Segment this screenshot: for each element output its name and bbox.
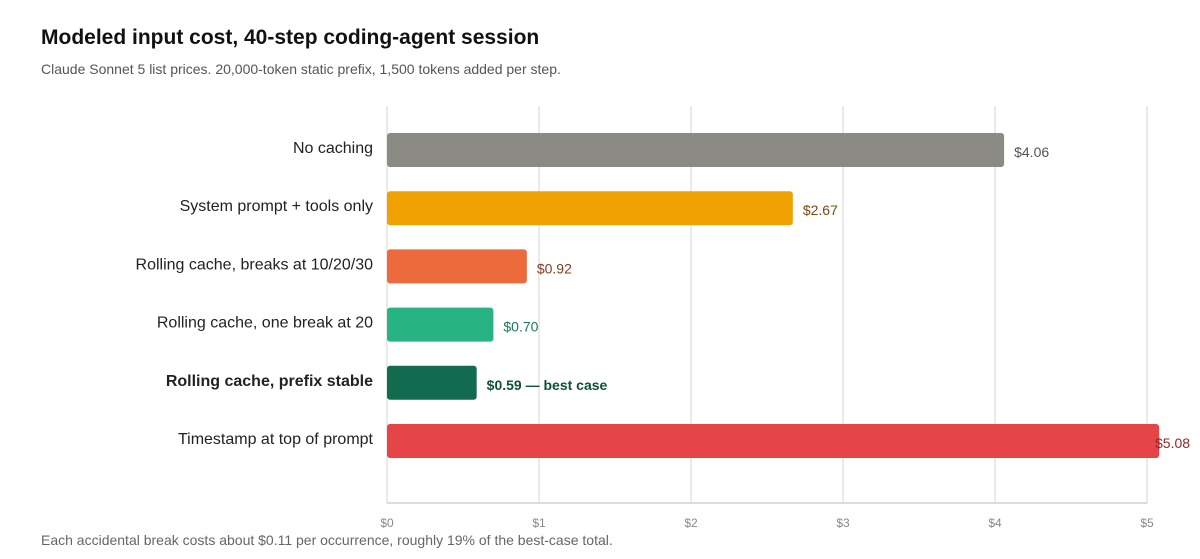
x-tick-label: $0 [380,516,394,530]
x-tick-label: $4 [988,516,1002,530]
bar [387,249,527,284]
data-label: $0.70 [503,319,538,335]
category-label: Rolling cache, one break at 20 [157,315,373,332]
category-label: System prompt + tools only [180,198,373,215]
chart-subtitle: Claude Sonnet 5 list prices. 20,000-toke… [41,61,561,77]
x-axis-ticks: $0 $1 $2 $3 $4 $5 [380,516,1154,530]
bar [387,191,793,226]
category-labels: No caching System prompt + tools only Roll… [136,140,374,448]
data-label: $4.06 [1014,144,1049,160]
x-tick-label: $2 [684,516,698,530]
x-tick-label: $1 [532,516,546,530]
x-tick-label: $5 [1140,516,1154,530]
bar [387,424,1160,458]
chart-title: Modeled input cost, 40-step coding-agent… [41,26,540,49]
category-label: Rolling cache, breaks at 10/20/30 [136,256,374,273]
data-label: $0.92 [537,260,572,276]
data-label: $5.08 [1155,435,1190,451]
category-label: No caching [293,140,373,157]
chart-footnote: Each accidental break costs about $0.11 … [41,532,613,548]
data-label: $0.59 — best case [487,377,608,393]
category-label: Rolling cache, prefix stable [166,373,373,390]
category-label: Timestamp at top of prompt [178,431,374,448]
value-labels: $4.06 $2.67 $0.92 $0.70 $0.59 — best case $5.… [487,144,1191,451]
bar [387,365,477,400]
x-tick-label: $3 [836,516,850,530]
bar [387,133,1005,167]
bar [387,307,494,342]
data-label: $2.67 [803,202,838,218]
bars [387,133,1160,458]
